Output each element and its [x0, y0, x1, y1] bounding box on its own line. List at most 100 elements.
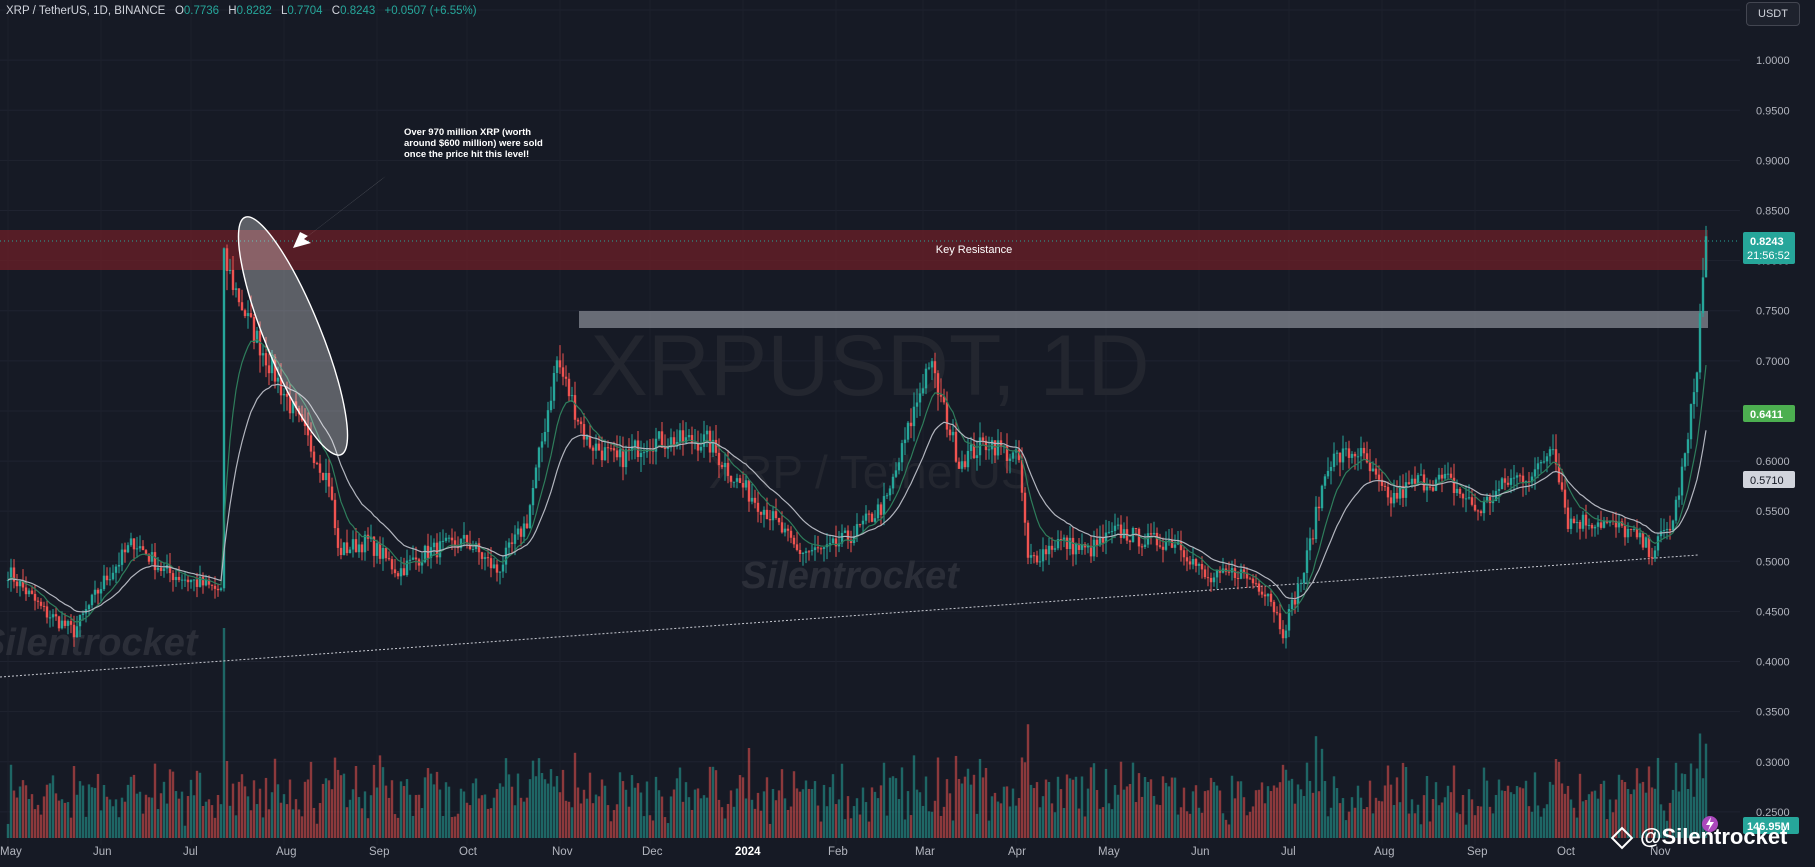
candle-body [1287, 609, 1291, 631]
annotation-text[interactable]: Over 970 million XRP (worth around $600 m… [404, 127, 543, 160]
volume-bar [1467, 789, 1471, 838]
key-resistance-zone[interactable] [0, 230, 1708, 270]
time-tick-label: May [1098, 846, 1120, 858]
candle-body [1065, 537, 1069, 549]
time-axis[interactable]: May Jun Jul Aug Sep Oct Nov Dec 2024 Feb Mar Apr May… [0, 846, 1671, 858]
symbol-header[interactable]: XRP / TetherUS, 1D, BINANCE O0.7736 H0.8… [6, 5, 477, 17]
time-tick-label: May [0, 846, 22, 858]
volume-bar [618, 772, 622, 838]
volume-bar [429, 773, 433, 838]
volume-bar [1041, 796, 1045, 838]
volume-bar [24, 785, 28, 838]
volume-bar [177, 798, 181, 838]
candle-body [612, 448, 616, 451]
volume-bar [600, 779, 604, 838]
selling-ellipse[interactable] [219, 207, 367, 465]
volume-bar [1167, 786, 1171, 838]
volume-bar [1068, 778, 1072, 838]
volume-bar [516, 773, 520, 838]
volume-bar [1233, 798, 1237, 838]
volume-bar [159, 793, 163, 838]
volume-bar [1215, 785, 1219, 838]
volume-bar [420, 808, 424, 838]
volume-bar [381, 767, 385, 838]
candle-body [573, 395, 577, 420]
volume-bar [480, 795, 484, 838]
candle-body [72, 624, 76, 638]
candle-body [1671, 520, 1675, 531]
volume-bar [777, 790, 781, 838]
volume-bar [1494, 794, 1498, 838]
volume-bar [1086, 788, 1090, 838]
candle-body [1461, 493, 1465, 499]
volume-bar [141, 813, 145, 838]
candle-body [624, 449, 628, 468]
candle-body [270, 356, 274, 374]
volume-bar [696, 788, 700, 838]
candle-body [1488, 496, 1492, 504]
candle-body [168, 565, 172, 574]
candle-body [927, 367, 931, 369]
candle-body [1590, 524, 1594, 529]
candle-body [1563, 489, 1567, 508]
volume-bar [681, 801, 685, 838]
candle-body [1659, 531, 1663, 537]
volume-bar [330, 789, 334, 838]
volume-bar [1437, 805, 1441, 838]
volume-bar [948, 793, 952, 838]
volume-bar [453, 816, 457, 838]
currency-button[interactable]: USDT [1746, 2, 1800, 26]
candle-body [1353, 453, 1357, 457]
volume-bar [672, 789, 676, 838]
candle-body [219, 588, 223, 591]
candle-body [1239, 569, 1243, 579]
volume-bar [1626, 788, 1630, 838]
candle-body [1137, 528, 1141, 547]
volume-bar [15, 797, 19, 838]
candle-body [1662, 529, 1666, 532]
candle-body [459, 538, 463, 549]
candle-body [267, 365, 271, 374]
volume-bar [204, 801, 208, 838]
candle-body [792, 537, 796, 545]
volume-bar [852, 806, 856, 838]
candle-body [1389, 497, 1393, 504]
candle-body [831, 538, 835, 544]
candle-body [1245, 572, 1249, 579]
volume-bar [258, 788, 262, 838]
volume-bar [303, 781, 307, 838]
annotation-arrow[interactable] [293, 176, 386, 248]
volume-bar [417, 794, 421, 838]
volume-bar [840, 763, 844, 838]
candle-body [1542, 461, 1546, 463]
candle-body [882, 496, 886, 515]
candle-body [1629, 528, 1633, 530]
candle-body [1638, 532, 1642, 538]
volume-bar [1425, 775, 1429, 838]
candle-body [567, 378, 571, 397]
volume-bar [879, 785, 883, 838]
candle-body [1413, 478, 1417, 484]
volume-bar [219, 804, 223, 838]
candle-body [702, 434, 706, 447]
candle-body [1182, 550, 1186, 558]
volume-bar [321, 783, 325, 838]
candle-body [1026, 522, 1030, 558]
support-zone[interactable] [579, 311, 1708, 328]
candle-body [1380, 479, 1384, 486]
candle-body [1581, 514, 1585, 529]
volume-bar [276, 784, 280, 838]
volume-bar [999, 803, 1003, 838]
candle-body [198, 576, 202, 587]
candle-body [1470, 497, 1474, 505]
candle-body [654, 438, 658, 452]
volume-bar [147, 797, 151, 838]
candle-body [1584, 514, 1588, 526]
volume-bar [1155, 804, 1159, 838]
volume-bar [588, 772, 592, 838]
candle-body [783, 528, 787, 533]
volume-bar [1635, 768, 1639, 838]
candle-body [1323, 476, 1327, 486]
ma-fast-tag: 0.6411 [1743, 405, 1795, 422]
